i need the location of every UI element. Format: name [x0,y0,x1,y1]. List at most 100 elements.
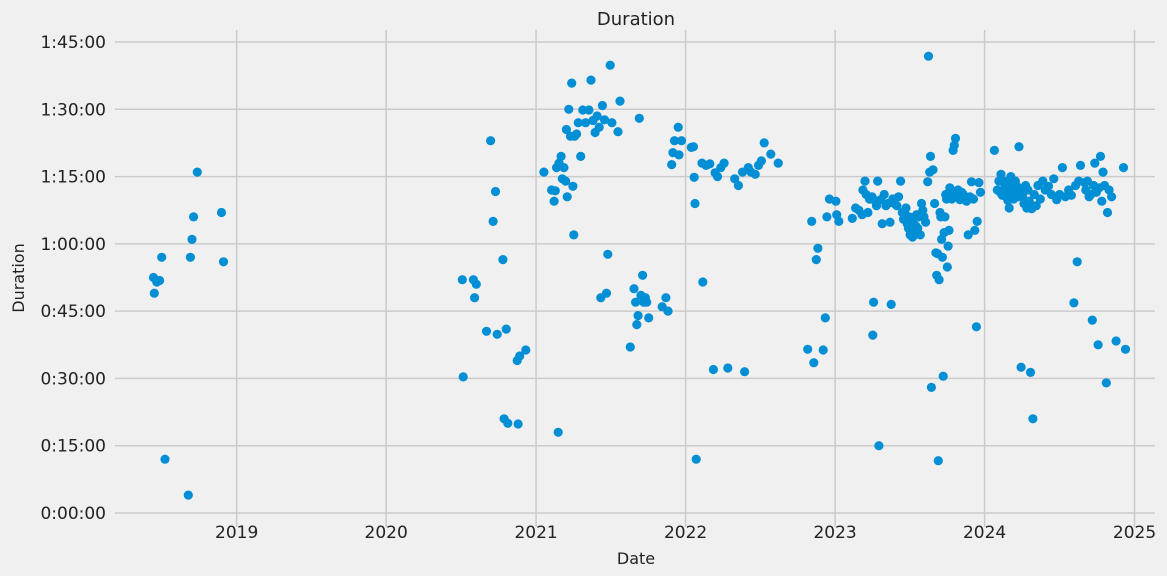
data-point [601,288,612,298]
data-point [1025,367,1036,377]
data-point [607,118,617,128]
data-point [773,158,783,168]
data-point [568,181,578,191]
data-point [216,207,227,218]
data-point [894,192,904,202]
data-point [1031,201,1041,211]
grid-lines [115,30,1155,527]
y-tick-label: 0:15:00 [40,437,106,457]
data-point [896,176,906,186]
x-tick-label: 2022 [664,523,707,543]
data-point [192,167,202,177]
data-point [940,212,950,222]
data-point [877,219,887,229]
data-point [486,136,496,146]
data-point [625,342,635,352]
data-point [490,186,501,197]
data-point [503,418,513,428]
data-point [471,279,481,289]
data-point [915,230,925,240]
data-point [803,344,813,354]
data-point [873,176,883,186]
data-point [847,213,857,223]
y-tick-label: 0:30:00 [40,369,106,389]
chart-title: Duration [597,9,675,30]
data-point [567,78,577,88]
y-tick-label: 1:45:00 [40,33,106,53]
data-point [831,196,841,206]
x-tick-label: 2025 [1113,523,1156,543]
data-point [1069,298,1079,308]
data-point [633,311,643,321]
data-point [1120,344,1131,354]
data-point [1066,190,1076,200]
data-point [584,105,594,115]
data-point [834,216,844,226]
data-point [698,277,708,287]
x-tick-label: 2024 [963,523,1006,543]
data-point [766,149,776,159]
data-point [667,160,677,170]
data-point [750,169,760,179]
data-point [562,192,572,202]
y-tick-label: 1:00:00 [40,235,106,255]
x-tick-label: 2020 [365,523,408,543]
data-point [822,212,832,222]
data-point [1090,158,1100,168]
data-point [813,243,823,253]
data-point [691,454,701,464]
data-point [187,234,197,244]
y-tick-labels: 0:00:00 0:15:00 0:30:00 0:45:00 1:00:00 1:15:… [40,33,106,524]
data-point [921,217,931,227]
data-point [674,150,684,160]
data-point [879,189,889,200]
data-point [1093,340,1103,350]
data-point [818,345,828,355]
data-point [189,212,199,222]
data-point [661,293,671,303]
data-point [928,165,938,175]
data-point [730,174,740,184]
data-point [556,151,566,161]
data-point [1087,315,1097,325]
data-point [923,51,934,61]
data-point [603,249,613,259]
data-point [539,167,549,177]
data-point [719,158,729,168]
data-point [515,351,525,361]
data-point [155,275,165,286]
data-point [1028,414,1038,424]
data-point [740,367,750,377]
data-point [521,345,531,355]
data-point [629,284,639,294]
data-point [218,257,229,267]
data-point [690,198,700,209]
data-point [930,198,940,209]
data-point [669,136,680,146]
data-point [576,151,586,161]
data-point [597,100,608,111]
data-point [950,133,961,143]
data-point [561,176,571,186]
data-point [1072,257,1082,267]
data-point [1102,207,1113,218]
data-point [809,358,819,368]
data-point [185,252,195,262]
data-point [863,207,873,218]
data-point [963,230,973,240]
data-point [183,490,193,500]
data-point [1118,163,1129,173]
data-point [160,454,170,464]
data-point [676,136,687,146]
data-point [759,138,769,148]
data-point [944,225,954,235]
data-point [708,364,719,375]
data-point [874,441,884,451]
data-point [868,330,878,340]
x-tick-label: 2021 [514,523,557,543]
data-point [1004,203,1014,213]
data-point [1035,194,1045,204]
data-point [705,159,715,169]
data-point [688,142,699,152]
